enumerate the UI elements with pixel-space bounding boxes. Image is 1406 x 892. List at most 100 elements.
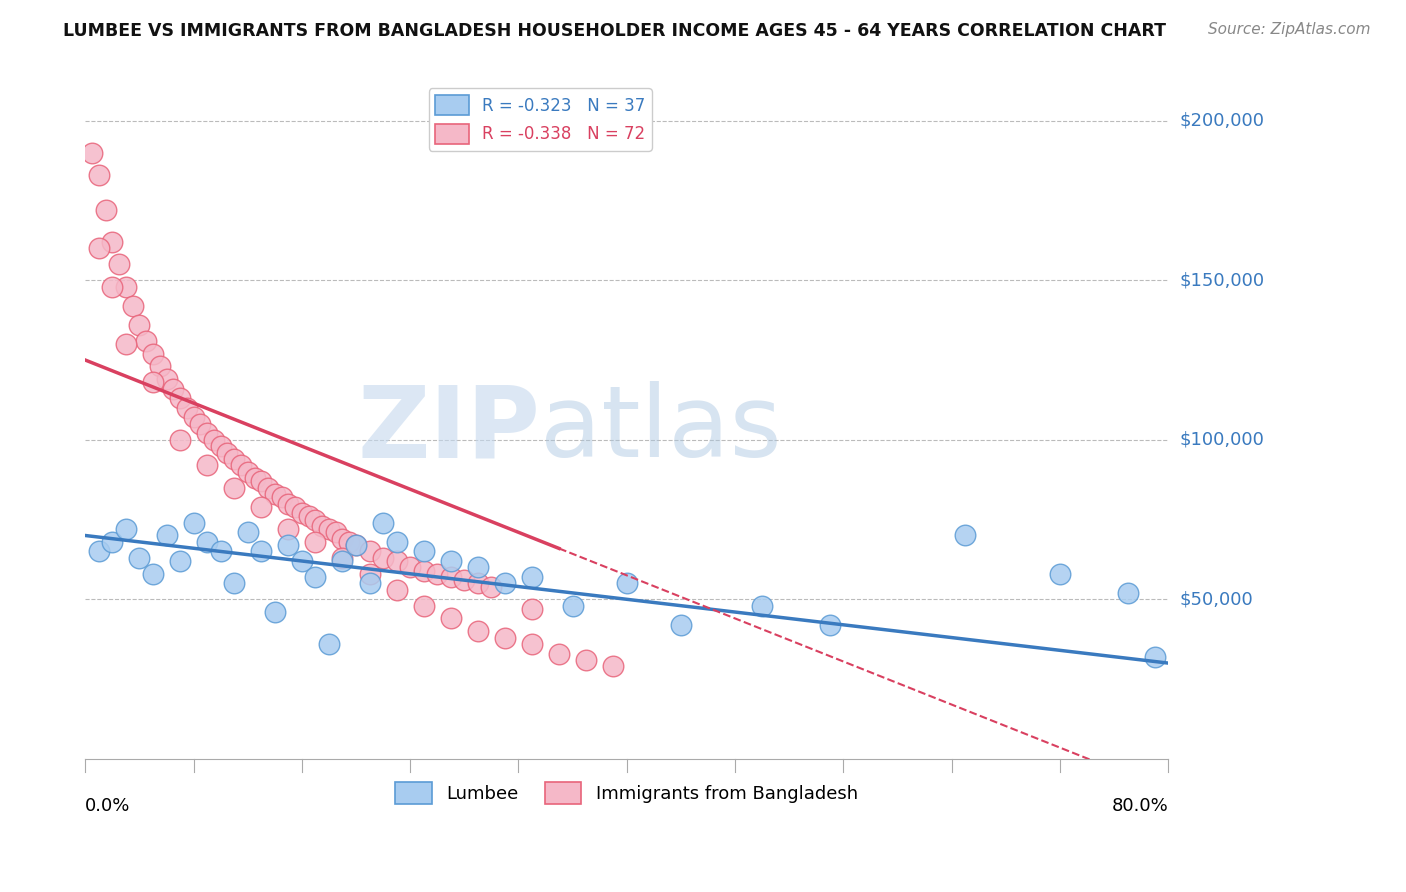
Point — [440, 611, 463, 625]
Text: $200,000: $200,000 — [1180, 112, 1264, 130]
Point — [440, 570, 463, 584]
Point — [440, 554, 463, 568]
Point — [87, 168, 110, 182]
Point — [284, 500, 307, 514]
Text: 80.0%: 80.0% — [1112, 797, 1168, 814]
Point — [291, 506, 314, 520]
Point — [183, 516, 205, 530]
Point — [155, 372, 177, 386]
Point — [520, 637, 543, 651]
Point — [270, 490, 292, 504]
Point — [108, 257, 131, 271]
Point — [344, 538, 367, 552]
Point — [142, 566, 165, 581]
Point — [263, 605, 285, 619]
Point — [236, 465, 259, 479]
Point — [224, 452, 246, 467]
Point — [169, 433, 191, 447]
Point — [94, 203, 117, 218]
Point — [115, 279, 138, 293]
Point — [128, 318, 150, 332]
Point — [304, 570, 326, 584]
Point — [494, 631, 516, 645]
Point — [87, 544, 110, 558]
Point — [426, 566, 449, 581]
Point — [195, 426, 218, 441]
Point — [224, 576, 246, 591]
Point — [1143, 649, 1166, 664]
Point — [115, 337, 138, 351]
Point — [304, 512, 326, 526]
Point — [1116, 586, 1139, 600]
Point — [304, 534, 326, 549]
Point — [337, 534, 360, 549]
Point — [121, 299, 143, 313]
Point — [520, 570, 543, 584]
Point — [291, 554, 314, 568]
Point — [311, 519, 333, 533]
Point — [616, 576, 638, 591]
Point — [176, 401, 198, 415]
Point — [412, 599, 434, 613]
Text: Source: ZipAtlas.com: Source: ZipAtlas.com — [1208, 22, 1371, 37]
Point — [250, 475, 273, 489]
Point — [183, 410, 205, 425]
Text: atlas: atlas — [540, 381, 782, 478]
Point — [399, 560, 422, 574]
Point — [371, 550, 394, 565]
Point — [359, 544, 381, 558]
Point — [209, 544, 232, 558]
Point — [494, 576, 516, 591]
Point — [385, 554, 408, 568]
Text: $50,000: $50,000 — [1180, 591, 1253, 608]
Point — [548, 647, 571, 661]
Point — [217, 445, 239, 459]
Point — [115, 522, 138, 536]
Point — [1049, 566, 1071, 581]
Point — [80, 145, 103, 160]
Point — [751, 599, 773, 613]
Legend: Lumbee, Immigrants from Bangladesh: Lumbee, Immigrants from Bangladesh — [388, 775, 865, 812]
Point — [359, 576, 381, 591]
Point — [412, 564, 434, 578]
Point — [344, 538, 367, 552]
Point — [142, 347, 165, 361]
Point — [195, 534, 218, 549]
Text: $150,000: $150,000 — [1180, 271, 1264, 289]
Point — [169, 554, 191, 568]
Point — [87, 241, 110, 255]
Point — [250, 500, 273, 514]
Point — [243, 471, 266, 485]
Point — [818, 617, 841, 632]
Point — [128, 550, 150, 565]
Point — [325, 525, 347, 540]
Point — [155, 528, 177, 542]
Point — [953, 528, 976, 542]
Point — [142, 376, 165, 390]
Point — [385, 534, 408, 549]
Point — [371, 516, 394, 530]
Point — [575, 653, 598, 667]
Point — [520, 602, 543, 616]
Point — [101, 279, 124, 293]
Point — [236, 525, 259, 540]
Point — [250, 544, 273, 558]
Point — [195, 458, 218, 473]
Point — [298, 509, 321, 524]
Point — [101, 534, 124, 549]
Point — [224, 481, 246, 495]
Point — [101, 235, 124, 249]
Point — [467, 576, 489, 591]
Point — [257, 481, 280, 495]
Text: ZIP: ZIP — [357, 381, 540, 478]
Point — [149, 359, 172, 374]
Point — [669, 617, 692, 632]
Point — [277, 538, 299, 552]
Point — [332, 550, 354, 565]
Point — [332, 554, 354, 568]
Point — [385, 582, 408, 597]
Point — [332, 532, 354, 546]
Point — [209, 439, 232, 453]
Point — [162, 382, 184, 396]
Text: $100,000: $100,000 — [1180, 431, 1264, 449]
